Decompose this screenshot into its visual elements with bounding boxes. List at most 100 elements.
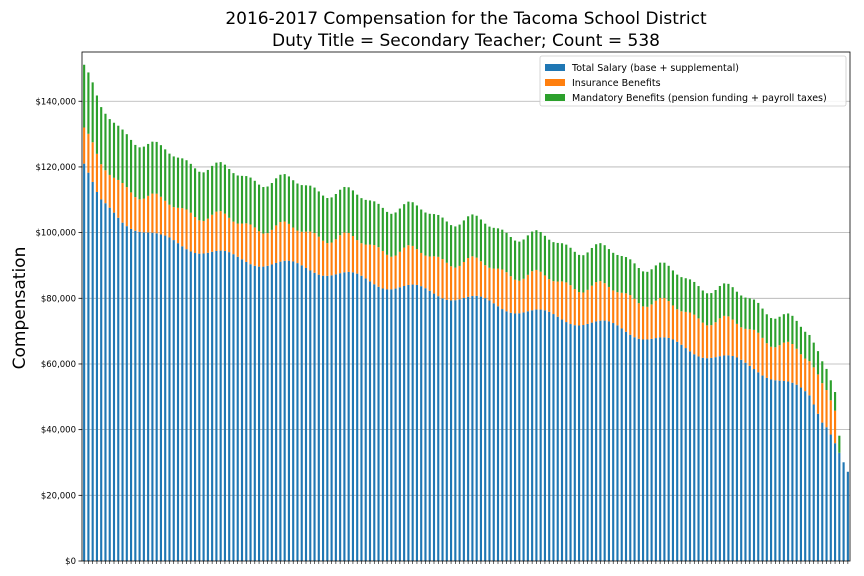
bar-mandatory bbox=[633, 263, 636, 299]
bar-salary bbox=[168, 237, 171, 561]
bar-salary bbox=[650, 338, 653, 561]
bar-insurance bbox=[552, 281, 555, 315]
bar-mandatory bbox=[211, 165, 214, 215]
bar-mandatory bbox=[539, 231, 542, 272]
gridlines bbox=[82, 100, 850, 496]
bar-mandatory bbox=[219, 162, 222, 212]
bar-salary bbox=[735, 357, 738, 561]
bar-insurance bbox=[479, 261, 482, 297]
bar-mandatory bbox=[240, 175, 244, 224]
bar-salary bbox=[142, 232, 145, 561]
bar-mandatory bbox=[228, 169, 231, 218]
bar-mandatory bbox=[364, 199, 367, 245]
bar-salary bbox=[522, 312, 525, 561]
bar-salary bbox=[445, 299, 448, 561]
bar-insurance bbox=[130, 192, 133, 229]
bar-salary bbox=[245, 261, 248, 561]
bar-insurance bbox=[795, 348, 798, 385]
bar-insurance bbox=[492, 268, 495, 304]
bar-insurance bbox=[629, 295, 632, 335]
bar-mandatory bbox=[121, 129, 124, 184]
bar-insurance bbox=[569, 285, 572, 325]
bar-salary bbox=[595, 321, 598, 561]
bar-insurance bbox=[403, 247, 406, 287]
bar-salary bbox=[300, 265, 303, 561]
bar-insurance bbox=[283, 221, 286, 261]
bar-mandatory bbox=[714, 289, 717, 323]
bar-insurance bbox=[693, 314, 696, 355]
bar-salary bbox=[403, 286, 406, 561]
bar-salary bbox=[526, 311, 529, 561]
bar-salary bbox=[364, 278, 367, 561]
bar-mandatory bbox=[415, 205, 418, 250]
bar-insurance bbox=[142, 198, 145, 233]
bar-mandatory bbox=[356, 194, 359, 241]
plot-frame bbox=[81, 51, 851, 562]
bar-insurance bbox=[112, 177, 116, 213]
y-axis-ticks: $0 $20,000 $40,000 $60,000 $80,000 $100,000 $1… bbox=[35, 97, 82, 567]
bar-mandatory bbox=[663, 262, 666, 299]
bar-salary bbox=[791, 382, 794, 561]
bar-salary bbox=[95, 191, 98, 561]
bar-mandatory bbox=[599, 243, 602, 282]
bar-insurance bbox=[223, 213, 226, 251]
bar-mandatory bbox=[816, 351, 820, 375]
bar-salary bbox=[112, 212, 116, 562]
bar-salary bbox=[458, 299, 461, 561]
bar-salary bbox=[147, 232, 150, 562]
bar-salary bbox=[394, 288, 397, 561]
bar-mandatory bbox=[650, 269, 653, 305]
bar-insurance bbox=[292, 227, 295, 262]
bar-insurance bbox=[761, 337, 764, 376]
bar-insurance bbox=[415, 249, 418, 285]
bar-insurance bbox=[671, 305, 674, 340]
bar-salary bbox=[108, 207, 111, 561]
bar-salary bbox=[185, 249, 188, 561]
bar-insurance bbox=[637, 303, 640, 339]
bar-mandatory bbox=[462, 220, 465, 262]
bar-insurance bbox=[710, 325, 713, 358]
bar-salary bbox=[795, 384, 798, 561]
y-tick-label: $140,000 bbox=[35, 97, 76, 107]
bar-mandatory bbox=[582, 255, 585, 293]
bar-salary bbox=[253, 265, 256, 561]
bar-insurance bbox=[684, 311, 687, 349]
bar-salary bbox=[821, 422, 824, 561]
bar-mandatory bbox=[671, 270, 674, 306]
bar-insurance bbox=[735, 323, 738, 358]
bar-insurance bbox=[172, 207, 175, 241]
bar-insurance bbox=[445, 262, 448, 300]
bar-insurance bbox=[373, 245, 376, 285]
bar-insurance bbox=[309, 231, 312, 271]
bar-insurance bbox=[245, 223, 248, 262]
bar-mandatory bbox=[428, 213, 431, 257]
bar-mandatory bbox=[778, 316, 781, 346]
bar-mandatory bbox=[373, 201, 376, 246]
bar-insurance bbox=[488, 267, 491, 301]
bar-insurance bbox=[326, 243, 329, 276]
bar-salary bbox=[688, 351, 692, 561]
bar-mandatory bbox=[108, 119, 111, 175]
bar-mandatory bbox=[770, 318, 773, 347]
bar-insurance bbox=[778, 345, 781, 381]
bar-insurance bbox=[799, 354, 802, 388]
bar-salary bbox=[706, 358, 709, 561]
bar-insurance bbox=[514, 279, 517, 314]
bar-mandatory bbox=[761, 308, 764, 338]
bar-salary bbox=[573, 325, 576, 561]
bar-insurance bbox=[590, 285, 593, 323]
bar-salary bbox=[270, 264, 273, 561]
bar-mandatory bbox=[304, 185, 308, 232]
bar-mandatory bbox=[445, 221, 448, 263]
bar-salary bbox=[505, 311, 508, 561]
bar-insurance bbox=[206, 218, 209, 253]
bar-insurance bbox=[595, 282, 598, 322]
bar-salary bbox=[211, 251, 214, 562]
bar-insurance bbox=[467, 258, 470, 297]
bar-insurance bbox=[706, 325, 709, 359]
bar-mandatory bbox=[104, 113, 107, 171]
bar-insurance bbox=[633, 298, 636, 338]
bar-salary bbox=[424, 288, 427, 561]
bar-insurance bbox=[723, 315, 726, 356]
bar-salary bbox=[825, 427, 828, 561]
